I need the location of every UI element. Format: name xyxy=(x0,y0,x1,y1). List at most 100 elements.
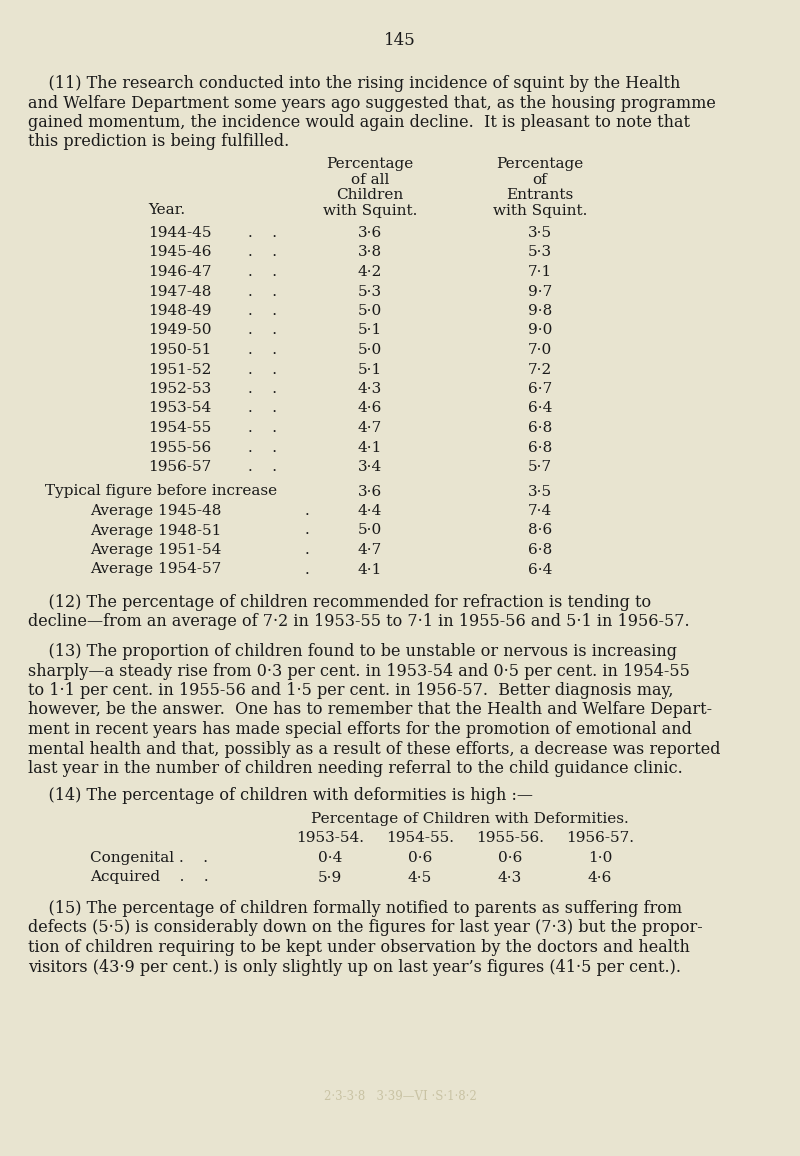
Text: .    .: . . xyxy=(248,304,277,318)
Text: .: . xyxy=(305,524,310,538)
Text: (12) The percentage of children recommended for refraction is tending to: (12) The percentage of children recommen… xyxy=(28,594,651,612)
Text: defects (5·5) is considerably down on the figures for last year (7·3) but the pr: defects (5·5) is considerably down on th… xyxy=(28,919,702,936)
Text: 1945-46: 1945-46 xyxy=(148,245,211,259)
Text: 6·8: 6·8 xyxy=(528,543,552,557)
Text: 1955-56: 1955-56 xyxy=(148,440,211,454)
Text: (13) The proportion of children found to be unstable or nervous is increasing: (13) The proportion of children found to… xyxy=(28,643,677,660)
Text: Acquired    .    .: Acquired . . xyxy=(90,870,209,884)
Text: 1954-55.: 1954-55. xyxy=(386,831,454,845)
Text: .    .: . . xyxy=(248,401,277,415)
Text: .    .: . . xyxy=(248,227,277,240)
Text: 7·1: 7·1 xyxy=(528,265,552,279)
Text: 1·0: 1·0 xyxy=(588,851,612,865)
Text: 3·6: 3·6 xyxy=(358,227,382,240)
Text: 1953-54: 1953-54 xyxy=(148,401,211,415)
Text: 6·7: 6·7 xyxy=(528,381,552,397)
Text: tion of children requiring to be kept under observation by the doctors and healt: tion of children requiring to be kept un… xyxy=(28,939,690,956)
Text: 1952-53: 1952-53 xyxy=(148,381,211,397)
Text: .    .: . . xyxy=(248,245,277,259)
Text: Congenital .    .: Congenital . . xyxy=(90,851,208,865)
Text: mental health and that, possibly as a result of these efforts, a decrease was re: mental health and that, possibly as a re… xyxy=(28,741,721,757)
Text: 9·0: 9·0 xyxy=(528,324,552,338)
Text: Children: Children xyxy=(336,188,404,202)
Text: 4·1: 4·1 xyxy=(358,440,382,454)
Text: 6·4: 6·4 xyxy=(528,563,552,577)
Text: 1946-47: 1946-47 xyxy=(148,265,211,279)
Text: and Welfare Department some years ago suggested that, as the housing programme: and Welfare Department some years ago su… xyxy=(28,95,716,111)
Text: 4·2: 4·2 xyxy=(358,265,382,279)
Text: 5·9: 5·9 xyxy=(318,870,342,884)
Text: (11) The research conducted into the rising incidence of squint by the Health: (11) The research conducted into the ris… xyxy=(28,75,680,92)
Text: gained momentum, the incidence would again decline.  It is pleasant to note that: gained momentum, the incidence would aga… xyxy=(28,114,690,131)
Text: sharply—a steady rise from 0·3 per cent. in 1953-54 and 0·5 per cent. in 1954-55: sharply—a steady rise from 0·3 per cent.… xyxy=(28,662,690,680)
Text: .    .: . . xyxy=(248,440,277,454)
Text: .: . xyxy=(305,563,310,577)
Text: visitors (43·9 per cent.) is only slightly up on last year’s figures (41·5 per c: visitors (43·9 per cent.) is only slight… xyxy=(28,958,681,976)
Text: (15) The percentage of children formally notified to parents as suffering from: (15) The percentage of children formally… xyxy=(28,901,682,917)
Text: 5·7: 5·7 xyxy=(528,460,552,474)
Text: 5·1: 5·1 xyxy=(358,324,382,338)
Text: ment in recent years has made special efforts for the promotion of emotional and: ment in recent years has made special ef… xyxy=(28,721,692,738)
Text: 8·6: 8·6 xyxy=(528,524,552,538)
Text: 1955-56.: 1955-56. xyxy=(476,831,544,845)
Text: Average 1948-51: Average 1948-51 xyxy=(90,524,222,538)
Text: Percentage: Percentage xyxy=(326,157,414,171)
Text: 3·5: 3·5 xyxy=(528,227,552,240)
Text: .    .: . . xyxy=(248,381,277,397)
Text: 1947-48: 1947-48 xyxy=(148,284,211,298)
Text: 2·3-3·8   3·39—VI ·S·1·8·2: 2·3-3·8 3·39—VI ·S·1·8·2 xyxy=(324,1090,476,1103)
Text: Average 1954-57: Average 1954-57 xyxy=(90,563,222,577)
Text: 4·5: 4·5 xyxy=(408,870,432,884)
Text: 0·6: 0·6 xyxy=(408,851,432,865)
Text: this prediction is being fulfilled.: this prediction is being fulfilled. xyxy=(28,133,290,150)
Text: 5·1: 5·1 xyxy=(358,363,382,377)
Text: decline—from an average of 7·2 in 1953-55 to 7·1 in 1955-56 and 5·1 in 1956-57.: decline—from an average of 7·2 in 1953-5… xyxy=(28,614,690,630)
Text: 6·8: 6·8 xyxy=(528,440,552,454)
Text: .: . xyxy=(305,543,310,557)
Text: 4·6: 4·6 xyxy=(588,870,612,884)
Text: .    .: . . xyxy=(248,421,277,435)
Text: 1949-50: 1949-50 xyxy=(148,324,211,338)
Text: last year in the number of children needing referral to the child guidance clini: last year in the number of children need… xyxy=(28,759,682,777)
Text: 1948-49: 1948-49 xyxy=(148,304,211,318)
Text: 3·5: 3·5 xyxy=(528,484,552,498)
Text: (14) The percentage of children with deformities is high :—: (14) The percentage of children with def… xyxy=(28,787,533,805)
Text: 1956-57.: 1956-57. xyxy=(566,831,634,845)
Text: 0·4: 0·4 xyxy=(318,851,342,865)
Text: 4·4: 4·4 xyxy=(358,504,382,518)
Text: 9·7: 9·7 xyxy=(528,284,552,298)
Text: 7·0: 7·0 xyxy=(528,343,552,357)
Text: with Squint.: with Squint. xyxy=(493,203,587,217)
Text: 4·6: 4·6 xyxy=(358,401,382,415)
Text: Average 1945-48: Average 1945-48 xyxy=(90,504,222,518)
Text: 3·6: 3·6 xyxy=(358,484,382,498)
Text: .    .: . . xyxy=(248,363,277,377)
Text: Percentage: Percentage xyxy=(496,157,584,171)
Text: 3·8: 3·8 xyxy=(358,245,382,259)
Text: 1956-57: 1956-57 xyxy=(148,460,211,474)
Text: Year.: Year. xyxy=(148,203,185,217)
Text: 4·7: 4·7 xyxy=(358,543,382,557)
Text: Entrants: Entrants xyxy=(506,188,574,202)
Text: .    .: . . xyxy=(248,460,277,474)
Text: 6·4: 6·4 xyxy=(528,401,552,415)
Text: of: of xyxy=(533,172,547,186)
Text: .    .: . . xyxy=(248,324,277,338)
Text: 9·8: 9·8 xyxy=(528,304,552,318)
Text: 5·3: 5·3 xyxy=(358,284,382,298)
Text: of all: of all xyxy=(351,172,389,186)
Text: 1944-45: 1944-45 xyxy=(148,227,211,240)
Text: 4·3: 4·3 xyxy=(358,381,382,397)
Text: 3·4: 3·4 xyxy=(358,460,382,474)
Text: 5·0: 5·0 xyxy=(358,304,382,318)
Text: with Squint.: with Squint. xyxy=(323,203,417,217)
Text: 4·3: 4·3 xyxy=(498,870,522,884)
Text: however, be the answer.  One has to remember that the Health and Welfare Depart-: however, be the answer. One has to remem… xyxy=(28,702,712,719)
Text: 7·4: 7·4 xyxy=(528,504,552,518)
Text: .: . xyxy=(305,504,310,518)
Text: 4·1: 4·1 xyxy=(358,563,382,577)
Text: 6·8: 6·8 xyxy=(528,421,552,435)
Text: 4·7: 4·7 xyxy=(358,421,382,435)
Text: 7·2: 7·2 xyxy=(528,363,552,377)
Text: .    .: . . xyxy=(248,343,277,357)
